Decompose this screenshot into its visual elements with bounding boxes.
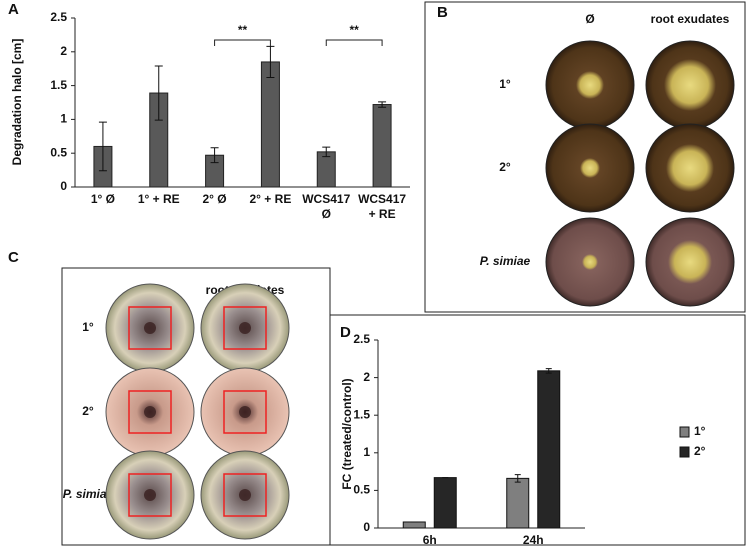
x-tick-label: 1° + RE	[138, 192, 180, 206]
legend-label: 2°	[694, 444, 706, 458]
y-tick-label: 1	[60, 112, 67, 126]
x-tick-label: 2° Ø	[203, 192, 227, 206]
legend-swatch	[679, 446, 690, 458]
y-tick-label: 0.5	[50, 145, 67, 159]
degradation-halo	[576, 71, 604, 99]
x-tick-label: WCS417	[358, 192, 406, 206]
y-tick-label: 2	[60, 44, 67, 58]
y-tick-label: 1.5	[353, 407, 370, 421]
significance-bracket	[214, 39, 271, 46]
panel-b-frame	[424, 1, 746, 313]
x-tick-label: 2° + RE	[250, 192, 292, 206]
x-tick-label: 6h	[423, 533, 437, 547]
x-tick-label: 1° Ø	[91, 192, 115, 206]
y-tick-label: 0	[363, 520, 370, 534]
degradation-halo	[666, 144, 714, 192]
degradation-halo	[664, 59, 716, 111]
x-tick-label: + RE	[369, 207, 396, 221]
region-box	[223, 306, 267, 350]
panel-label: A	[8, 1, 19, 18]
degradation-halo	[668, 240, 712, 284]
x-tick-label: 24h	[523, 533, 544, 547]
error-bar	[322, 146, 331, 158]
row-label: 2°	[82, 404, 94, 418]
colony-center	[239, 406, 251, 418]
bar	[260, 61, 280, 188]
colony-center	[144, 406, 156, 418]
bar	[506, 477, 530, 529]
panel-label: D	[340, 324, 351, 341]
error-bar	[154, 65, 163, 121]
bar	[402, 521, 426, 529]
region-box	[128, 390, 172, 434]
region-box	[128, 473, 172, 517]
legend-swatch	[679, 426, 690, 438]
x-tick-label: Ø	[322, 207, 331, 221]
y-tick-label: 1.5	[50, 78, 67, 92]
y-tick-label: 2.5	[50, 10, 67, 24]
row-label: 1°	[82, 320, 94, 334]
bar	[433, 477, 457, 529]
error-bar	[545, 368, 552, 374]
y-tick-label: 1	[363, 445, 370, 459]
colony-center	[239, 322, 251, 334]
error-bar	[266, 45, 275, 78]
region-box	[223, 473, 267, 517]
error-bar	[98, 121, 107, 172]
error-bar	[514, 474, 521, 483]
error-bar	[378, 101, 387, 108]
column-label: root exudates	[651, 12, 730, 26]
colony-center	[239, 489, 251, 501]
row-label: P. simiae	[480, 254, 531, 268]
column-label: Ø	[585, 12, 594, 26]
row-label: P. simiae	[63, 487, 114, 501]
degradation-halo	[580, 158, 600, 178]
panel-label: B	[437, 4, 448, 21]
colony-center	[144, 322, 156, 334]
significance-label: **	[238, 23, 248, 37]
panel-d-frame	[329, 314, 746, 546]
significance-label: **	[349, 23, 359, 37]
colony-center	[144, 489, 156, 501]
region-box	[128, 306, 172, 350]
y-tick-label: 2	[363, 370, 370, 384]
row-label: 1°	[499, 77, 511, 91]
row-label: 2°	[499, 160, 511, 174]
degradation-halo	[582, 254, 598, 270]
bar	[316, 151, 336, 188]
region-box	[223, 390, 267, 434]
panel-label: C	[8, 249, 19, 266]
legend-label: 1°	[694, 424, 706, 438]
y-tick-label: 0.5	[353, 483, 370, 497]
error-bar	[210, 147, 219, 164]
y-axis-label: Degradation halo [cm]	[10, 39, 24, 166]
bar	[372, 104, 392, 188]
y-tick-label: 2.5	[353, 332, 370, 346]
panel-c-frame	[61, 267, 331, 546]
y-axis-label: FC (treated/control)	[340, 378, 354, 489]
x-tick-label: WCS417	[302, 192, 350, 206]
bar	[537, 370, 561, 529]
y-tick-label: 0	[60, 179, 67, 193]
significance-bracket	[325, 39, 383, 46]
